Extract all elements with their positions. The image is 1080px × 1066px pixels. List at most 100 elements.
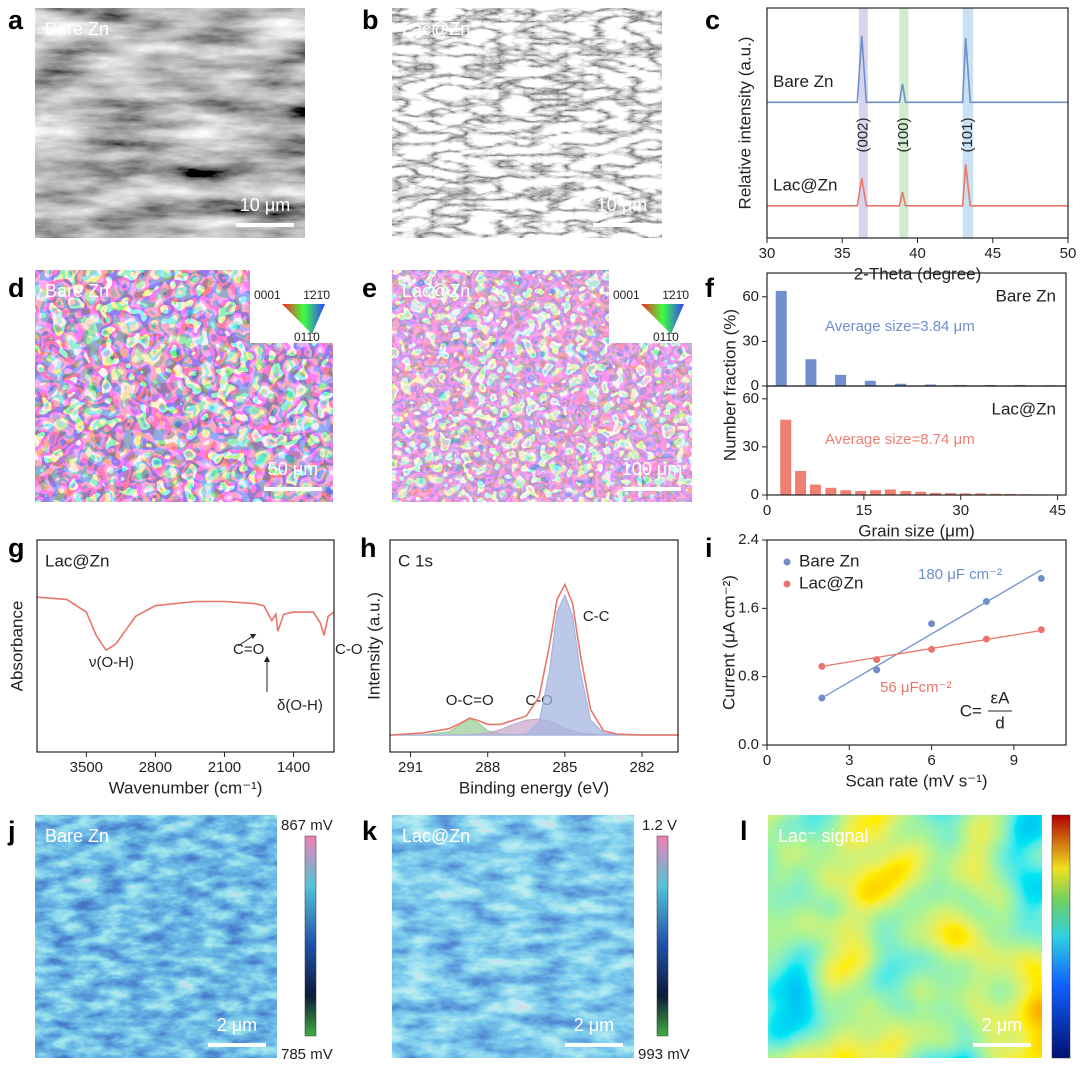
bar <box>884 489 896 495</box>
x-tick-label: 35 <box>834 245 851 262</box>
x-tick-label: 6 <box>927 752 935 769</box>
key-label: 0001 <box>254 288 281 302</box>
formula: εA <box>991 688 1011 707</box>
legend-label: Bare Zn <box>799 551 859 570</box>
bar <box>895 383 907 386</box>
y-tick-label: 30 <box>742 332 759 349</box>
x-tick-label: 45 <box>1049 502 1066 519</box>
panel-letter: f <box>705 273 715 303</box>
y-axis-label: Relative intensity (a.u.) <box>735 37 754 210</box>
x-tick-label: 40 <box>909 245 926 262</box>
panel-letter: h <box>360 533 377 563</box>
peak-label: O-C=O <box>446 692 494 709</box>
panel-letter: g <box>8 533 25 563</box>
colorbar-min: 785 mV <box>281 1046 333 1063</box>
data-point <box>1037 574 1045 582</box>
x-tick-label: 2100 <box>208 759 241 776</box>
scale-bar-label: 10 μm <box>240 195 290 215</box>
panel-label: Lac@Zn <box>402 19 470 39</box>
bar <box>809 484 821 495</box>
data-point <box>982 635 990 643</box>
x-tick-label: 50 <box>1060 245 1077 262</box>
data-point <box>818 662 826 670</box>
y-axis-label: Number fraction (%) <box>720 309 739 461</box>
bar <box>864 380 876 386</box>
scale-bar-label: 2 μm <box>217 1015 257 1035</box>
legend-marker <box>783 580 791 588</box>
bar <box>944 493 956 495</box>
series-label: Lac@Zn <box>773 175 838 194</box>
y-axis-label: Absorbance <box>7 601 26 692</box>
panel-label: Bare Zn <box>45 19 109 39</box>
orientation-key <box>641 304 684 334</box>
series-label: Lac@Zn <box>991 399 1056 418</box>
x-tick-label: 9 <box>1010 752 1018 769</box>
peak-band <box>962 8 974 238</box>
data-point <box>982 598 990 605</box>
colorbar-min: 993 mV <box>638 1046 690 1063</box>
bar <box>775 290 787 386</box>
peak-band <box>899 8 909 238</box>
panel-letter: i <box>705 533 713 563</box>
x-tick-label: 30 <box>759 245 776 262</box>
x-axis-label: Wavenumber (cm⁻¹) <box>109 778 263 797</box>
x-tick-label: 0 <box>763 752 771 769</box>
x-tick-label: 30 <box>952 502 969 519</box>
plot-frame <box>389 539 679 753</box>
data-point <box>1037 626 1045 634</box>
micrograph <box>35 8 305 238</box>
bar <box>990 493 1002 495</box>
orientation-key <box>282 304 325 334</box>
y-axis-label: Current (μA cm⁻²) <box>719 575 738 710</box>
data-point <box>818 694 826 702</box>
y-tick-label: 2.4 <box>738 531 759 548</box>
colorbar-max: 1.2 V <box>642 817 677 834</box>
annotation: δ(O-H) <box>277 697 323 714</box>
panel-letter: d <box>8 273 25 303</box>
formula: C= <box>960 701 982 720</box>
annotation: C=O <box>233 641 264 658</box>
bar <box>915 491 927 495</box>
colorbar <box>1051 814 1071 1059</box>
panel-letter: l <box>740 816 748 846</box>
panel-label: Lac@Zn <box>402 281 470 301</box>
x-tick-label: 3 <box>845 752 853 769</box>
panel-letter: k <box>362 816 378 846</box>
panel-letter: c <box>705 5 720 35</box>
peak-band <box>858 8 868 238</box>
micrograph <box>768 815 1042 1058</box>
x-axis-label: Scan rate (mV s⁻¹) <box>845 771 987 790</box>
colorbar <box>656 835 669 1037</box>
y-tick-label: 30 <box>742 438 759 455</box>
envelope-line <box>389 582 678 736</box>
peak-label: (100) <box>895 117 912 152</box>
panel-letter: b <box>362 5 379 35</box>
bar <box>975 493 987 495</box>
x-tick-label: 282 <box>629 759 654 776</box>
bar <box>900 490 912 495</box>
scale-bar-label: 2 μm <box>982 1015 1022 1035</box>
key-label: 011̄0 <box>294 330 320 344</box>
x-tick-label: 3500 <box>70 759 103 776</box>
key-label: 011̄0 <box>653 330 679 344</box>
data-line <box>36 596 335 652</box>
x-axis-label: 2-Theta (degree) <box>854 264 982 283</box>
plot-frame <box>766 385 1067 496</box>
bar <box>930 492 942 495</box>
bar <box>835 374 847 386</box>
annotation: 56 μFcm⁻² <box>880 679 952 696</box>
key-label: 1̄21̄0 <box>662 288 689 302</box>
key-label: 0001 <box>613 288 640 302</box>
arrow-head <box>250 634 256 639</box>
chart-title: Lac@Zn <box>45 551 110 570</box>
arrow-head <box>264 656 270 662</box>
panel-label: Lac@Zn <box>402 826 470 846</box>
series-label: Bare Zn <box>773 72 833 91</box>
bar <box>825 487 837 495</box>
x-tick-label: 0 <box>763 502 771 519</box>
micrograph <box>392 815 634 1058</box>
key-label: 1̄21̄0 <box>303 288 330 302</box>
bar <box>869 490 881 495</box>
x-tick-label: 15 <box>856 502 873 519</box>
y-tick-label: 0 <box>751 486 759 503</box>
